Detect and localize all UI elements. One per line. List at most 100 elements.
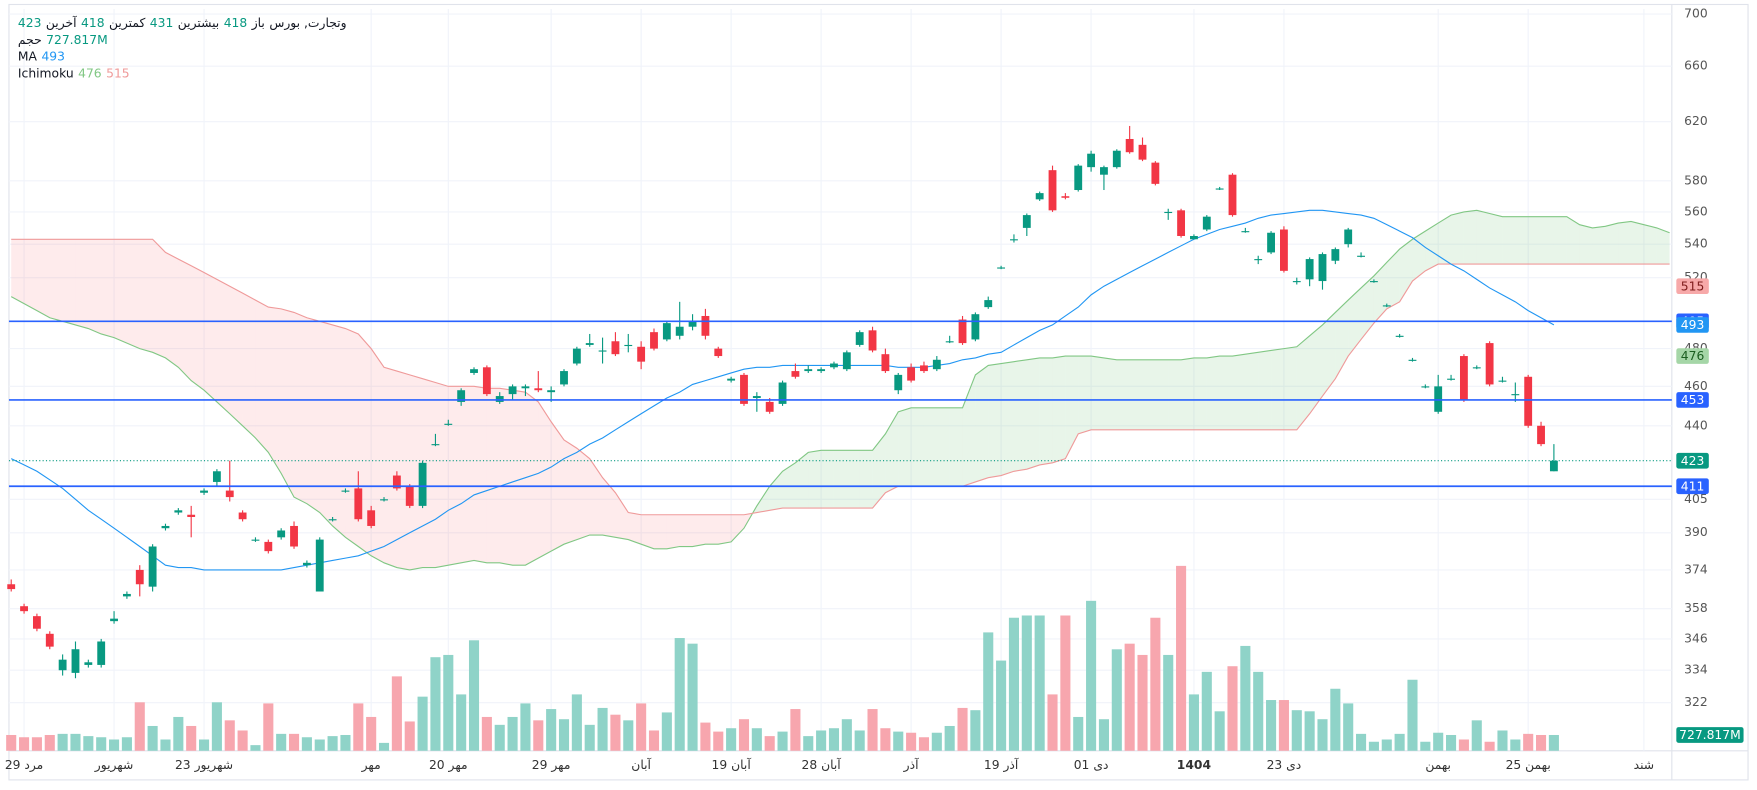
cloud-fill [1206,356,1220,430]
volume-bar [1510,739,1521,751]
cloud-fill [371,348,385,563]
candle-body [1395,335,1404,337]
y-tick-label: 346 [1684,631,1708,645]
cloud-fill [885,411,899,493]
volume-bar [417,696,428,751]
volume-bar [443,654,454,751]
y-tick-label: 358 [1684,601,1708,615]
candle-body [1280,229,1288,271]
cloud-fill [975,365,989,482]
cloud-fill [36,239,50,318]
candle-body [1254,259,1263,261]
cloud-fill [255,300,269,453]
cloud-fill [1193,357,1207,430]
cloud-fill [191,265,205,391]
y-tick-label: 700 [1684,7,1708,21]
candle-body [868,330,877,351]
volume-bar [828,728,840,751]
x-tick-label: 25 بهمن [1506,758,1551,773]
volume-bar [738,719,750,751]
cloud-fill [101,239,115,338]
volume-bar [880,728,891,751]
candle-body [765,401,774,412]
cloud-fill [898,407,912,487]
cloud-fill [1656,227,1670,265]
price-badge [1676,392,1709,408]
candle-body [688,321,697,327]
candle-body [418,462,427,506]
volume-bar [1188,694,1199,751]
cloud-fill [1065,356,1079,459]
candle-body [1408,359,1417,361]
volume-bar [507,716,518,751]
volume-bar [327,736,338,751]
legend-volume-name: حجم [18,33,42,47]
cloud-fill [1116,359,1130,430]
candle-body [1292,281,1301,283]
cloud-fill [1142,359,1156,430]
volume-bar [520,703,531,751]
price-badge [1676,317,1709,333]
cloud-fill [499,388,513,566]
price-badge-label: 411 [1681,479,1705,493]
volume-bar [700,722,711,751]
volume-bar [1368,741,1379,751]
candle-body [894,374,903,391]
volume-bar [546,709,557,751]
candle-body [650,332,658,349]
candle-body [212,471,221,482]
volume-bar [1420,741,1431,751]
candle-body [1434,386,1443,412]
cloud-fill [1579,224,1593,265]
volume-bar [533,720,544,751]
cloud-fill [1373,262,1387,324]
cloud-fill [486,388,500,563]
volume-bar [816,730,827,751]
x-tick-label: 19 آبان [712,757,752,772]
candle-body [1100,167,1108,175]
cloud-fill [1451,211,1464,265]
legend-volume-value: 727.817M [46,33,108,47]
cloud-fill [1566,216,1580,265]
volume-bar [1137,654,1148,751]
cloud-fill [628,512,642,545]
volume-bar [1253,671,1264,751]
volume-bar [366,716,377,751]
volume-bar [1098,719,1109,751]
candle-body [1061,196,1070,198]
cloud-fill [88,239,102,334]
cloud-fill [1502,216,1516,265]
candle-body [1369,281,1378,283]
volume-bar [391,676,402,751]
volume-bar [1086,600,1097,751]
cloud-fill [769,471,783,511]
cloud-fill [936,407,950,487]
frame [8,3,1749,781]
candle-body [1511,394,1520,396]
candle-body [598,350,607,352]
volume-bar [109,739,120,751]
candle-body [277,530,286,538]
volume-bar [19,737,30,751]
candle-body [110,618,118,622]
candle-body [1190,235,1198,240]
volume-bar [1523,733,1534,751]
volume-bar [404,721,415,751]
cloud-fill [1528,216,1542,265]
candle-body [855,332,864,345]
volume-bar [288,733,300,751]
candle-body [1215,188,1224,190]
legend-field-name: بیشترین [178,16,219,31]
candle-body [1241,231,1250,233]
volume-bar [224,720,235,751]
candle-body [945,341,954,343]
volume-bar [134,702,145,751]
candle-body [1177,210,1186,236]
volume-bar [906,732,917,751]
y-tick-label: 580 [1684,173,1708,187]
x-tick-label: 23 دی [1267,758,1302,772]
candle-body [1164,211,1173,214]
volume-bar [597,707,608,751]
volume-bar [96,737,107,751]
